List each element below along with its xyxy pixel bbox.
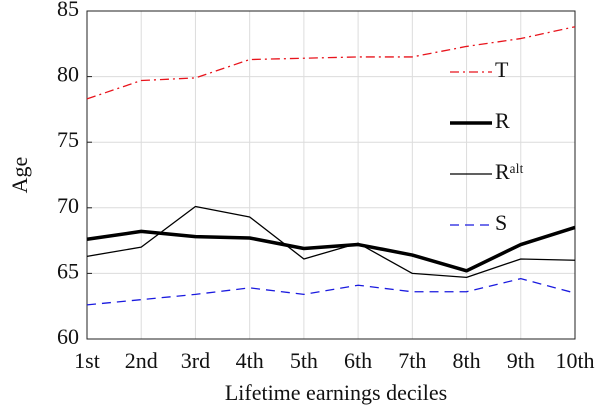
y-tick-label: 75 [57,127,79,152]
legend-label: Rᵃˡᵗ [495,159,524,184]
x-tick-label: 6th [344,348,372,373]
x-tick-label: 9th [507,348,535,373]
x-tick-label: 10th [555,348,594,373]
x-tick-label: 5th [290,348,318,373]
y-tick-label: 60 [57,324,79,349]
x-tick-label: 2nd [125,348,158,373]
y-axis-label: Age [7,157,32,194]
legend-label: R [495,108,510,133]
legend-label: T [495,57,509,82]
x-tick-label: 4th [236,348,264,373]
y-tick-label: 70 [57,193,79,218]
x-tick-label: 1st [74,348,100,373]
series-line [86,205,576,278]
series-line [86,225,576,273]
y-tick-label: 80 [57,62,79,87]
legend-label: S [495,210,507,235]
series-line [86,277,576,306]
x-tick-label: 3rd [181,348,210,373]
x-tick-label: 7th [398,348,426,373]
x-axis-label: Lifetime earnings deciles [225,380,447,405]
plot-frame [86,10,576,340]
y-tick-label: 65 [57,258,79,283]
y-tick-label: 85 [57,0,79,21]
x-tick-label: 8th [452,348,480,373]
series-line [86,26,576,100]
